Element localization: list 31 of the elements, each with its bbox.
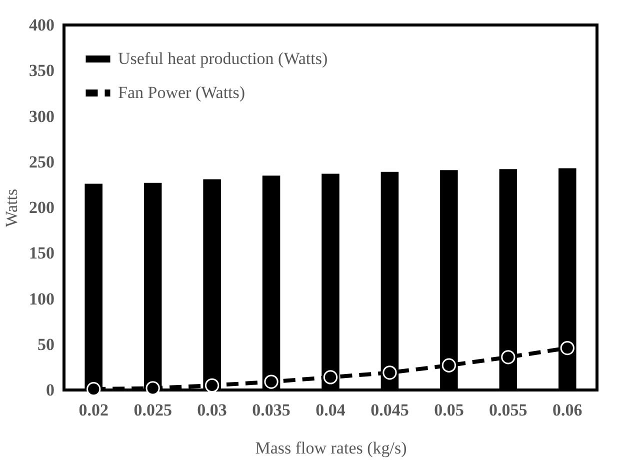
point bbox=[501, 350, 516, 364]
point bbox=[146, 381, 160, 396]
y-tick-label: 400 bbox=[29, 16, 54, 34]
y-tick-label: 100 bbox=[29, 289, 54, 308]
point bbox=[86, 382, 101, 396]
y-tick-label: 0 bbox=[46, 380, 54, 400]
point bbox=[264, 374, 278, 389]
legend-label: Useful heat production (Watts) bbox=[118, 49, 328, 68]
x-tick-label: 0.045 bbox=[370, 400, 409, 420]
x-tick-label: 0.04 bbox=[316, 400, 346, 420]
legend-label: Fan Power (Watts) bbox=[118, 83, 246, 102]
x-tick-label: 0.02 bbox=[78, 400, 108, 420]
x-tick-label: 0.06 bbox=[552, 400, 582, 420]
y-tick-label: 150 bbox=[29, 244, 54, 263]
y-tick-label: 350 bbox=[29, 61, 54, 80]
x-axis-title: Mass flow rates (kg/s) bbox=[255, 438, 407, 458]
y-axis-title: Watts bbox=[2, 188, 21, 228]
y-tick-label: 50 bbox=[38, 334, 54, 354]
point bbox=[442, 358, 456, 372]
x-tick-label: 0.03 bbox=[197, 400, 227, 420]
y-tick-label: 200 bbox=[29, 198, 54, 217]
y-tick-label: 250 bbox=[29, 152, 54, 172]
x-tick-label: 0.055 bbox=[489, 400, 528, 420]
point bbox=[560, 340, 574, 356]
point bbox=[323, 370, 338, 384]
point bbox=[382, 366, 397, 380]
x-tick-label: 0.05 bbox=[434, 400, 464, 420]
x-tick-label: 0.035 bbox=[252, 400, 290, 420]
point bbox=[204, 378, 220, 392]
x-tick-label: 0.025 bbox=[134, 400, 172, 420]
y-tick-label: 300 bbox=[29, 106, 54, 126]
